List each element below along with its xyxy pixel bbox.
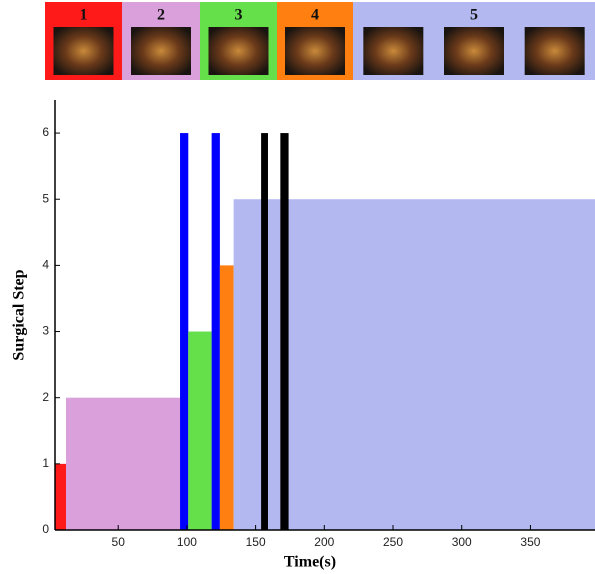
y-tick-label: 3 bbox=[42, 324, 49, 338]
x-tick-label: 300 bbox=[452, 535, 472, 549]
step-region bbox=[55, 464, 66, 530]
phase-frame bbox=[525, 27, 585, 75]
phase-frame bbox=[209, 27, 269, 75]
phase-label: 4 bbox=[311, 7, 319, 24]
phase-label: 1 bbox=[80, 7, 88, 24]
phase-label: 2 bbox=[157, 7, 165, 24]
step-region bbox=[212, 133, 220, 530]
y-tick-label: 5 bbox=[42, 191, 49, 205]
y-tick-label: 2 bbox=[42, 390, 49, 404]
x-tick-label: 250 bbox=[383, 535, 403, 549]
x-axis-title: Time(s) bbox=[284, 554, 336, 571]
step-region bbox=[188, 332, 211, 530]
x-tick-label: 50 bbox=[112, 535, 126, 549]
phase-frame bbox=[131, 27, 191, 75]
phase-frame bbox=[363, 27, 423, 75]
x-tick-label: 200 bbox=[314, 535, 334, 549]
y-axis-title: Surgical Step bbox=[11, 269, 28, 360]
y-tick-label: 0 bbox=[42, 522, 49, 536]
y-tick-label: 1 bbox=[42, 456, 49, 470]
x-tick-label: 100 bbox=[177, 535, 197, 549]
x-tick-label: 350 bbox=[520, 535, 540, 549]
phase-label: 3 bbox=[235, 7, 243, 24]
y-tick-label: 4 bbox=[42, 258, 49, 272]
plot-area: 0 1 2 3 4 5 6 50 100 150 200 250 300 350 bbox=[42, 100, 595, 549]
step-region bbox=[66, 398, 180, 530]
phase-strip: 1 2 3 4 5 bbox=[45, 2, 595, 80]
phase-frame bbox=[54, 27, 114, 75]
phase-frame bbox=[285, 27, 345, 75]
step-region bbox=[280, 133, 288, 530]
chart: 1 2 3 4 5 0 1 2 3 4 5 6 50 100 150 200 250 300 350 Time(s… bbox=[0, 0, 595, 574]
y-tick-label: 6 bbox=[42, 125, 49, 139]
x-tick-label: 150 bbox=[246, 535, 266, 549]
step-region bbox=[261, 133, 268, 530]
phase-label: 5 bbox=[470, 7, 478, 24]
step-region bbox=[180, 133, 188, 530]
phase-frame bbox=[444, 27, 504, 75]
step-region bbox=[220, 265, 234, 530]
